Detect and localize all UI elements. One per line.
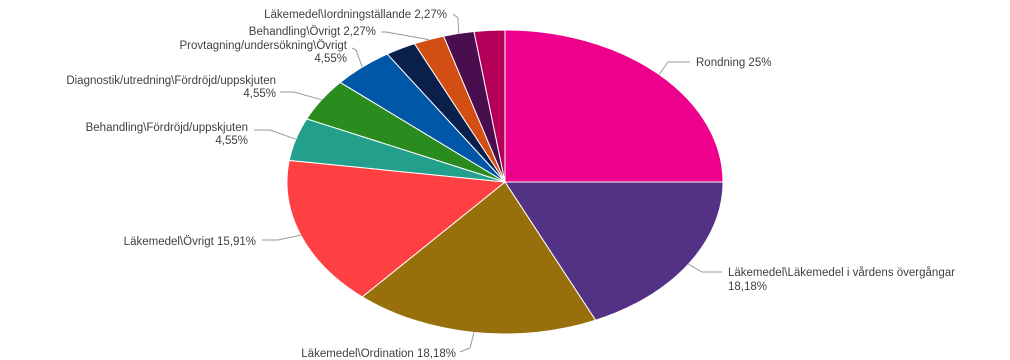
leader-line-1 (688, 263, 722, 273)
slice-label-4-line-0: Behandling\Fördröjd/uppskjuten (86, 122, 248, 134)
slices-layer (286, 29, 724, 335)
slice-label-5-line-0: Diagnostik/utredning\Fördröjd/uppskjuten (66, 75, 276, 87)
leader-line-6 (351, 47, 363, 68)
slice-label-6-line-0: Provtagning/undersökning\Övrigt (180, 40, 348, 52)
leader-line-2 (459, 332, 475, 353)
leader-line-3 (262, 234, 301, 241)
slice-label-1-line-1: 18,18% (728, 281, 767, 293)
slice-label-1-line-0: Läkemedel\Läkemedel i vårdens övergångar (728, 267, 955, 279)
leader-lines-layer (254, 13, 722, 353)
leader-line-9 (452, 13, 460, 34)
pie-slice-10[interactable] (473, 29, 506, 183)
leader-line-8 (381, 31, 429, 41)
leader-line-0 (658, 61, 690, 75)
slice-label-4-line-1: 4,55% (215, 135, 248, 147)
pie-slice-0[interactable] (504, 29, 724, 183)
slice-label-3: Läkemedel\Övrigt 15,91% (124, 236, 256, 248)
pie-slice-2[interactable] (361, 181, 597, 335)
slice-label-8: Behandling\Övrigt 2,27% (249, 26, 376, 38)
slice-label-0: Rondning 25% (696, 57, 771, 69)
pie-slice-1[interactable] (504, 181, 724, 321)
slice-label-5-line-1: 4,55% (243, 88, 276, 100)
leader-line-4 (254, 129, 296, 140)
slice-label-6-line-1: 4,55% (314, 53, 347, 65)
labels-layer: Rondning 25% Läkemedel\Läkemedel i vården… (66, 9, 955, 360)
slice-label-9: Läkemedel\Iordningställande 2,27% (264, 9, 447, 21)
slice-label-2: Läkemedel\Ordination 18,18% (301, 348, 456, 360)
leader-line-5 (280, 91, 322, 101)
